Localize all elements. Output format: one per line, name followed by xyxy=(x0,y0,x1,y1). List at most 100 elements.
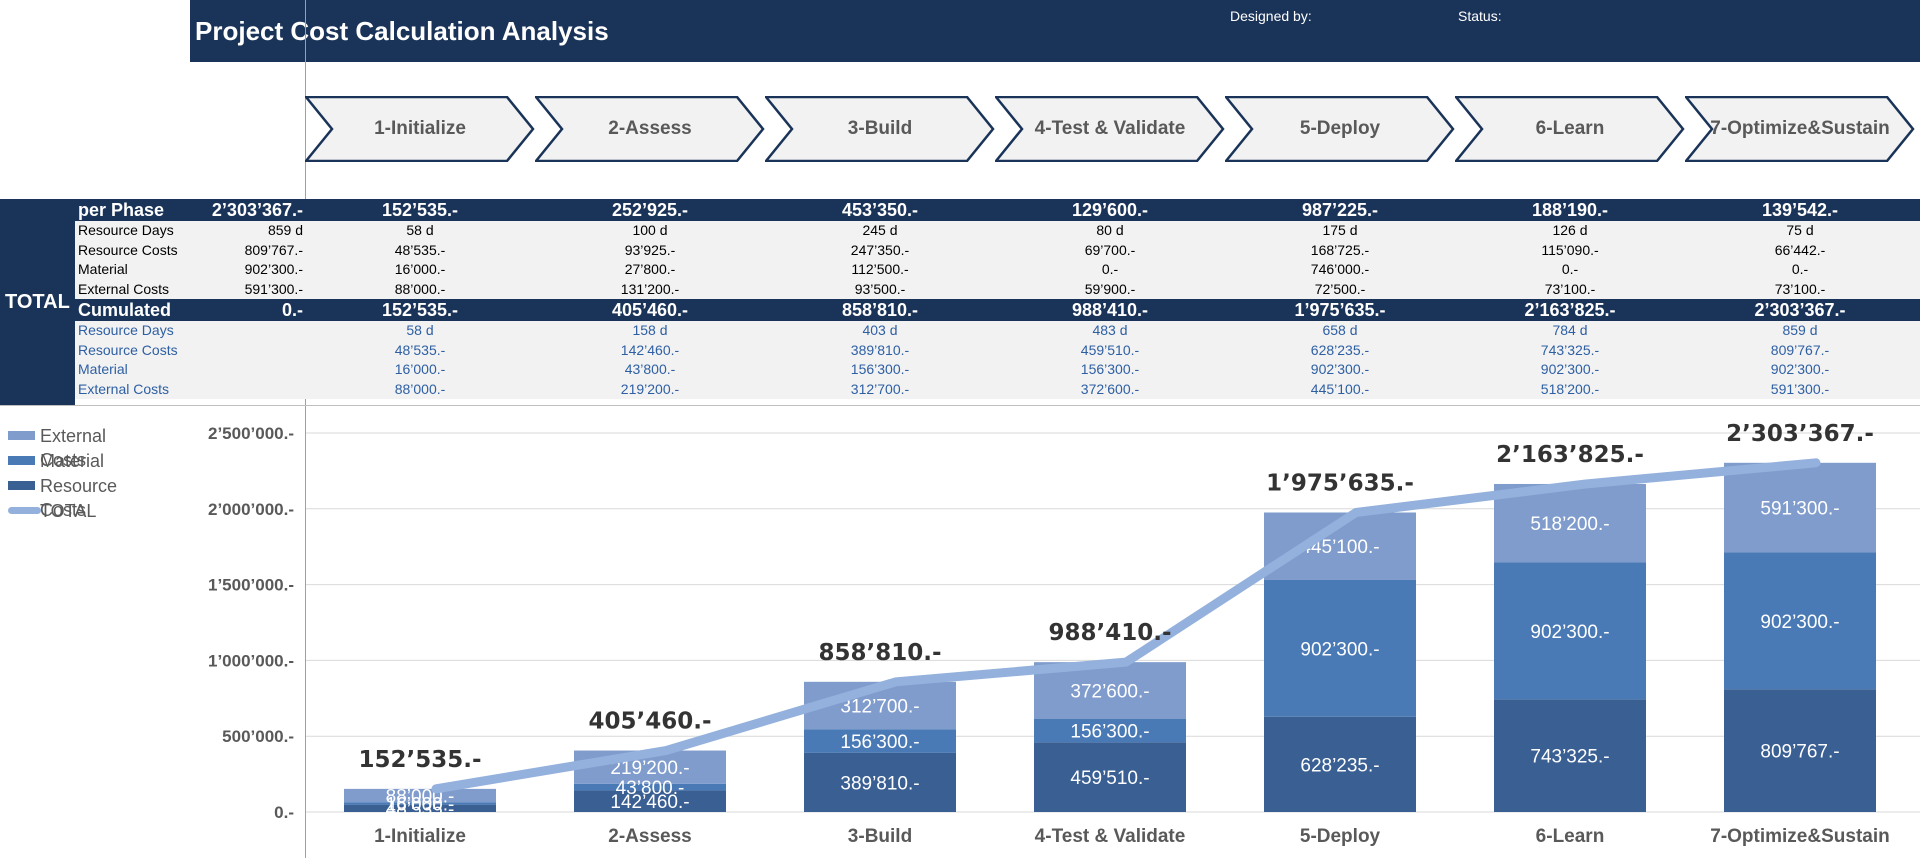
per-phase-cell: 152’535.- xyxy=(381,200,459,220)
bar-data-label: 48’535.- xyxy=(386,799,455,820)
cumulated-detail-cell: 483 d xyxy=(1092,322,1128,338)
per-phase-detail-cell: 66’442.- xyxy=(1774,241,1826,258)
y-tick-label: 0.- xyxy=(274,803,294,822)
bar-segment xyxy=(1034,742,1186,812)
per-phase-detail-row: Resource Costs 809’767.- 48’535.- 93’925.- 2… xyxy=(75,240,1920,260)
total-data-label: 1’975’635.- xyxy=(1266,470,1414,496)
cumulated-detail-row-label: Material xyxy=(78,361,128,377)
bar-segment xyxy=(804,752,956,812)
phase-chevron-label: 4-Test & Validate xyxy=(1034,118,1186,139)
total-data-label: 405’460.- xyxy=(588,709,711,735)
cumulated-detail-cell: 158 d xyxy=(632,322,668,338)
per-phase-detail-row-total: 859 d xyxy=(267,222,303,238)
bar-data-label: 43’800.- xyxy=(616,778,685,799)
cumulated-detail-cell: 312’700.- xyxy=(850,380,910,397)
per-phase-detail-cell: 73’100.- xyxy=(1544,280,1596,297)
total-block: TOTAL xyxy=(0,199,75,405)
cumulated-detail-cell: 16’000.- xyxy=(394,361,446,377)
x-tick-label: 1-Initialize xyxy=(374,826,466,847)
x-tick-label: 6-Learn xyxy=(1536,826,1605,847)
x-tick-label: 2-Assess xyxy=(608,826,691,847)
bar-data-label: 445’100.- xyxy=(1300,537,1379,558)
total-data-label: 2’163’825.- xyxy=(1496,442,1644,468)
cumulated-detail-cell: 48’535.- xyxy=(394,341,446,358)
phase-chevron: 7-Optimize&Sustain xyxy=(1685,96,1915,162)
phase-chevron-label: 6-Learn xyxy=(1535,118,1605,139)
bar-data-label: 902’300.- xyxy=(1760,612,1839,633)
cumulated-detail-cell: 658 d xyxy=(1322,322,1358,338)
bar-segment xyxy=(1724,462,1876,553)
cumulated-detail-row-label: External Costs xyxy=(78,380,170,397)
bar-data-label: 389’810.- xyxy=(840,773,919,794)
cumulated-cell: 2’303’367.- xyxy=(1754,300,1846,320)
cumulated-detail-cell: 591’300.- xyxy=(1770,380,1830,397)
per-phase-detail-row-label: Resource Costs xyxy=(78,241,178,258)
per-phase-detail-row: Material 902’300.- 16’000.- 27’800.- 112’500… xyxy=(75,260,1920,280)
cumulated-detail-cell: 743’325.- xyxy=(1540,341,1600,358)
per-phase-cell: 139’542.- xyxy=(1761,200,1839,220)
column-divider xyxy=(305,0,306,858)
cumulated-detail-cell: 58 d xyxy=(406,322,434,338)
per-phase-row-label: per Phase xyxy=(78,200,165,220)
cumulated-detail-cell: 859 d xyxy=(1782,322,1818,338)
per-phase-detail-row-total: 809’767.- xyxy=(244,241,303,258)
per-phase-cell: 252’925.- xyxy=(611,200,689,220)
per-phase-detail-cell: 93’500.- xyxy=(854,280,906,297)
phase-chevron: 1-Initialize xyxy=(305,96,535,162)
per-phase-detail-row-total: 591’300.- xyxy=(244,280,303,297)
cumulated-detail-cell: 156’300.- xyxy=(850,361,910,377)
bar-segment xyxy=(574,790,726,812)
per-phase-cell: 188’190.- xyxy=(1531,200,1609,220)
bar-data-label: 902’300.- xyxy=(1300,639,1379,660)
cumulated-detail-cell: 43’800.- xyxy=(624,361,676,377)
phase-chevron-label: 1-Initialize xyxy=(374,118,466,139)
phase-chevron: 5-Deploy xyxy=(1225,96,1455,162)
per-phase-detail-cell: 88’000.- xyxy=(394,280,446,297)
per-phase-detail-row-label: External Costs xyxy=(78,280,170,297)
bar-data-label: 142’460.- xyxy=(610,792,689,813)
bar-segment xyxy=(344,804,496,812)
phase-chevron-label: 7-Optimize&Sustain xyxy=(1710,118,1890,139)
cumulated-cell: 405’460.- xyxy=(611,300,689,320)
per-phase-detail-row: Resource Days 859 d 58 d 100 d 245 d 80 d 175 … xyxy=(75,221,1920,241)
cumulated-row-label: Cumulated xyxy=(78,300,172,320)
total-data-label: 858’810.- xyxy=(818,640,941,666)
bar-data-label: 459’510.- xyxy=(1070,768,1149,789)
per-phase-detail-cell: 746’000.- xyxy=(1310,261,1370,277)
cumulated-detail-row: Resource Days 58 d 158 d 403 d 483 d 658 d 784… xyxy=(75,321,1920,341)
per-phase-cell: 987’225.- xyxy=(1301,200,1379,220)
bar-segment xyxy=(344,788,496,803)
x-tick-label: 7-Optimize&Sustain xyxy=(1710,826,1889,847)
cumulated-detail-cell: 902’300.- xyxy=(1540,361,1600,377)
per-phase-detail-cell: 48’535.- xyxy=(394,241,446,258)
header-bar: Project Cost Calculation Analysis Design… xyxy=(190,0,1920,62)
cumulated-detail-cell: 156’300.- xyxy=(1080,361,1140,377)
legend-label-total: TOTAL xyxy=(40,501,97,521)
bar-segment xyxy=(1724,689,1876,812)
legend-swatch-resource xyxy=(8,481,35,490)
cumulated-cell: 1’975’635.- xyxy=(1294,300,1386,320)
x-tick-label: 3-Build xyxy=(848,826,912,847)
cumulated-detail-row: Material 16’000.- 43’800.- 156’300.- 156’300… xyxy=(75,360,1920,380)
cumulated-detail-row-label: Resource Days xyxy=(78,322,174,338)
phase-chevron: 6-Learn xyxy=(1455,96,1685,162)
phase-chevron: 2-Assess xyxy=(535,96,765,162)
per-phase-detail-cell: 80 d xyxy=(1096,222,1124,238)
per-phase-detail-cell: 115’090.- xyxy=(1541,241,1599,258)
per-phase-detail-cell: 168’725.- xyxy=(1310,241,1370,258)
legend-swatch-external xyxy=(8,431,35,440)
designed-by-label: Designed by: xyxy=(1230,8,1312,24)
total-line xyxy=(431,458,1821,794)
per-phase-detail-cell: 112’500.- xyxy=(851,261,909,277)
cumulated-detail-row: Resource Costs 48’535.- 142’460.- 389’810.-… xyxy=(75,340,1920,360)
per-phase-detail-cell: 93’925.- xyxy=(624,241,676,258)
cumulated-row: Cumulated 0.- 152’535.- 405’460.- 858’810.- 9… xyxy=(75,299,1920,321)
per-phase-cell: 129’600.- xyxy=(1071,200,1149,220)
y-tick-label: 2’500’000.- xyxy=(208,424,294,443)
bar-data-label: 156’300.- xyxy=(840,732,919,753)
cumulated-cell: 988’410.- xyxy=(1071,300,1149,320)
cumulated-row-total: 0.- xyxy=(281,300,303,320)
total-data-label: 152’535.- xyxy=(358,747,481,773)
bar-data-label: 902’300.- xyxy=(1530,622,1609,643)
bar-segment xyxy=(1264,579,1416,717)
